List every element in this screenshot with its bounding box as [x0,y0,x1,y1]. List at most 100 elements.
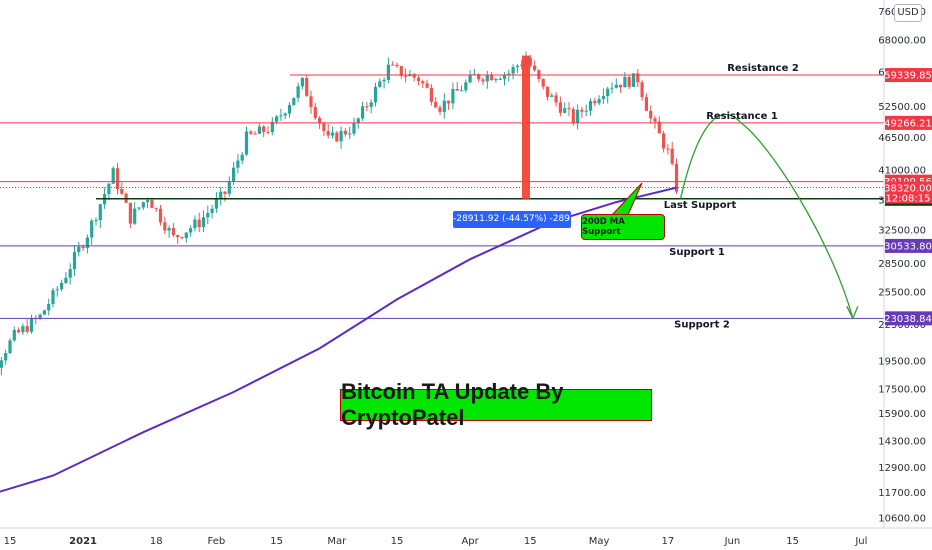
candle-body [412,74,416,78]
candle-body [434,101,438,108]
candle-body [601,96,605,100]
price-tick-label: 28500.00 [878,259,926,270]
current-price-value: 38320.00 [884,183,932,194]
time-tick-label: 17 [662,536,675,547]
chart-title: Bitcoin TA Update By CryptoPatel [340,379,652,430]
candle-body [232,167,236,182]
time-tick-label: 18 [150,536,163,547]
candle-body [197,219,201,228]
candle-body [378,81,382,87]
candle-body [421,81,425,84]
candle-body [442,100,446,112]
candle-body [567,108,571,110]
candle-body [576,109,580,123]
candle-body [386,64,390,80]
candle-body [55,289,59,291]
candle-body [502,74,507,79]
candle-body [404,75,408,77]
candle-body [614,84,618,88]
candle-body [610,87,614,89]
candle-body [558,102,562,113]
candle-body [68,269,72,278]
candle-body [554,95,558,103]
time-tick-label: Jun [724,536,741,547]
candle-body [60,282,64,290]
candle-body [369,102,373,107]
price-axis[interactable]: 76000.0068000.0060000.0052500.0046500.00… [878,7,926,525]
candle-body [619,84,623,88]
candle-body [550,95,554,97]
countdown-value: 12:08:15 [886,193,931,204]
candle-body [120,188,124,194]
price-tick-label: 22500.00 [878,320,926,331]
candle-body [563,108,567,113]
candle-body [580,109,584,112]
candle-body [163,222,167,231]
price-tick-label: 19500.00 [878,357,926,368]
candle-body [373,86,378,103]
level-name-label: Last Support [664,200,737,211]
level-name-label: Support 2 [674,319,730,330]
time-tick-label: 15 [4,536,17,547]
candle-body [249,131,253,134]
ma-support-callout: 200D MA Support [581,214,665,240]
price-tick-label: 10600.00 [878,514,926,525]
candle-body [296,86,300,98]
candle-body [631,73,636,87]
candle-body [507,73,511,75]
time-tick-label: Jul [854,536,867,547]
price-badge-bg [885,238,932,253]
candle-body [206,212,210,218]
time-tick-label: 15 [270,536,283,547]
candle-body [636,73,640,83]
candle-body [584,110,588,112]
price-badge-value: 49266.21 [884,118,932,129]
level-name-label: Support 1 [669,247,725,258]
candle-body [485,74,489,82]
candle-body [219,191,223,200]
candle-body [244,131,249,155]
price-tick-label: 11700.00 [878,488,926,499]
current-price-badge-bg [885,181,932,204]
level-text-labels: Resistance 2 Resistance 1 Last Support Supp… [664,63,799,330]
time-axis[interactable]: 15 2021 18 Feb 15 Mar 15 Apr 15 May 17 Jun 15 Jul [4,536,868,547]
candle-body [21,326,25,333]
candle-body [623,76,627,88]
currency-badge[interactable]: USD [894,4,922,22]
candle-body [81,246,85,249]
candle-body [498,78,502,80]
time-tick-label: May [589,536,610,547]
candle-body [51,290,55,305]
candle-body [593,101,597,104]
candle-body [640,82,644,98]
candle-body [25,326,29,332]
candle-body [365,106,369,108]
candle-body [266,131,270,133]
candle-body [8,340,12,354]
candle-body [662,133,666,149]
level-name-label: Resistance 2 [727,63,799,74]
price-tick-label: 17500.00 [878,385,926,396]
candle-body [416,77,421,82]
candle-body [322,123,326,132]
price-tick-label: 12900.00 [878,463,926,474]
price-tick-label: 46500.00 [878,133,926,144]
candle-body [279,115,283,117]
candle-body [94,220,98,222]
price-badge-bg [885,311,932,326]
candle-body [313,107,317,118]
candle-body [653,118,657,122]
candle-body [545,86,550,97]
candle-body [201,217,206,228]
candle-body [107,183,111,195]
measure-label: -28911.92 (-44.57%) -2891192 [453,211,571,228]
candle-body [666,148,670,150]
candle-body [533,65,537,71]
price-tick-label: 52500.00 [878,102,926,113]
price-tick-label: 32500.00 [878,225,926,236]
candle-body [240,154,244,161]
price-tick-label: 68000.00 [878,36,926,47]
candle-body [399,66,403,76]
price-badges: 59339.8549266.2139199.5636675.3430533.80… [884,68,932,326]
